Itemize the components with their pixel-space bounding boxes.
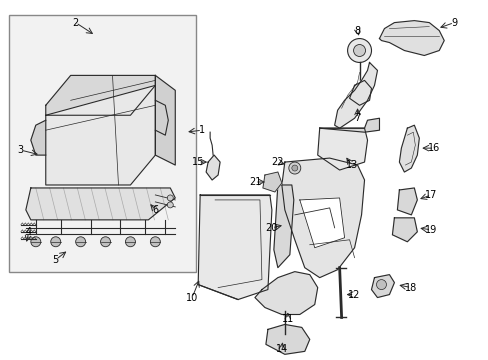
Text: 6: 6	[152, 205, 158, 215]
Text: 16: 16	[427, 143, 440, 153]
Text: 15: 15	[192, 157, 204, 167]
Polygon shape	[31, 120, 46, 155]
Text: 8: 8	[354, 26, 360, 36]
Text: 2: 2	[72, 18, 79, 28]
Polygon shape	[26, 188, 175, 220]
Circle shape	[167, 195, 173, 201]
Polygon shape	[399, 125, 419, 172]
Text: 12: 12	[347, 289, 360, 300]
Polygon shape	[198, 195, 271, 300]
Polygon shape	[46, 85, 155, 185]
Text: 10: 10	[186, 293, 198, 302]
Text: 1: 1	[199, 125, 205, 135]
Polygon shape	[319, 118, 379, 132]
Circle shape	[167, 202, 173, 208]
Circle shape	[125, 237, 135, 247]
Polygon shape	[397, 188, 416, 215]
Text: 11: 11	[281, 314, 293, 324]
Polygon shape	[265, 324, 309, 354]
Polygon shape	[281, 158, 364, 278]
Polygon shape	[392, 218, 416, 242]
Bar	[9, 15, 196, 272]
Circle shape	[31, 237, 41, 247]
Text: 19: 19	[424, 225, 436, 235]
Polygon shape	[349, 80, 371, 105]
Polygon shape	[155, 75, 175, 165]
Polygon shape	[299, 198, 344, 248]
Text: 14: 14	[275, 345, 287, 354]
Circle shape	[76, 237, 85, 247]
Circle shape	[101, 237, 110, 247]
Text: 3: 3	[18, 145, 24, 155]
Text: 22: 22	[271, 157, 284, 167]
Text: 5: 5	[53, 255, 59, 265]
Text: 4: 4	[26, 227, 32, 237]
Text: 17: 17	[424, 190, 437, 200]
Polygon shape	[273, 185, 293, 268]
Text: 7: 7	[354, 113, 360, 123]
Polygon shape	[379, 21, 443, 55]
Polygon shape	[371, 275, 394, 298]
Polygon shape	[206, 155, 220, 180]
Text: 13: 13	[345, 160, 357, 170]
Circle shape	[376, 280, 386, 289]
Text: 9: 9	[450, 18, 456, 28]
Circle shape	[150, 237, 160, 247]
Polygon shape	[317, 128, 367, 170]
Circle shape	[51, 237, 61, 247]
Circle shape	[288, 162, 300, 174]
Text: 18: 18	[405, 283, 417, 293]
Polygon shape	[334, 62, 377, 128]
Circle shape	[353, 45, 365, 57]
Text: 21: 21	[248, 177, 261, 187]
Text: 20: 20	[265, 223, 278, 233]
Polygon shape	[263, 172, 281, 192]
Circle shape	[347, 39, 371, 62]
Polygon shape	[46, 75, 155, 115]
Circle shape	[291, 165, 297, 171]
Polygon shape	[254, 272, 317, 315]
